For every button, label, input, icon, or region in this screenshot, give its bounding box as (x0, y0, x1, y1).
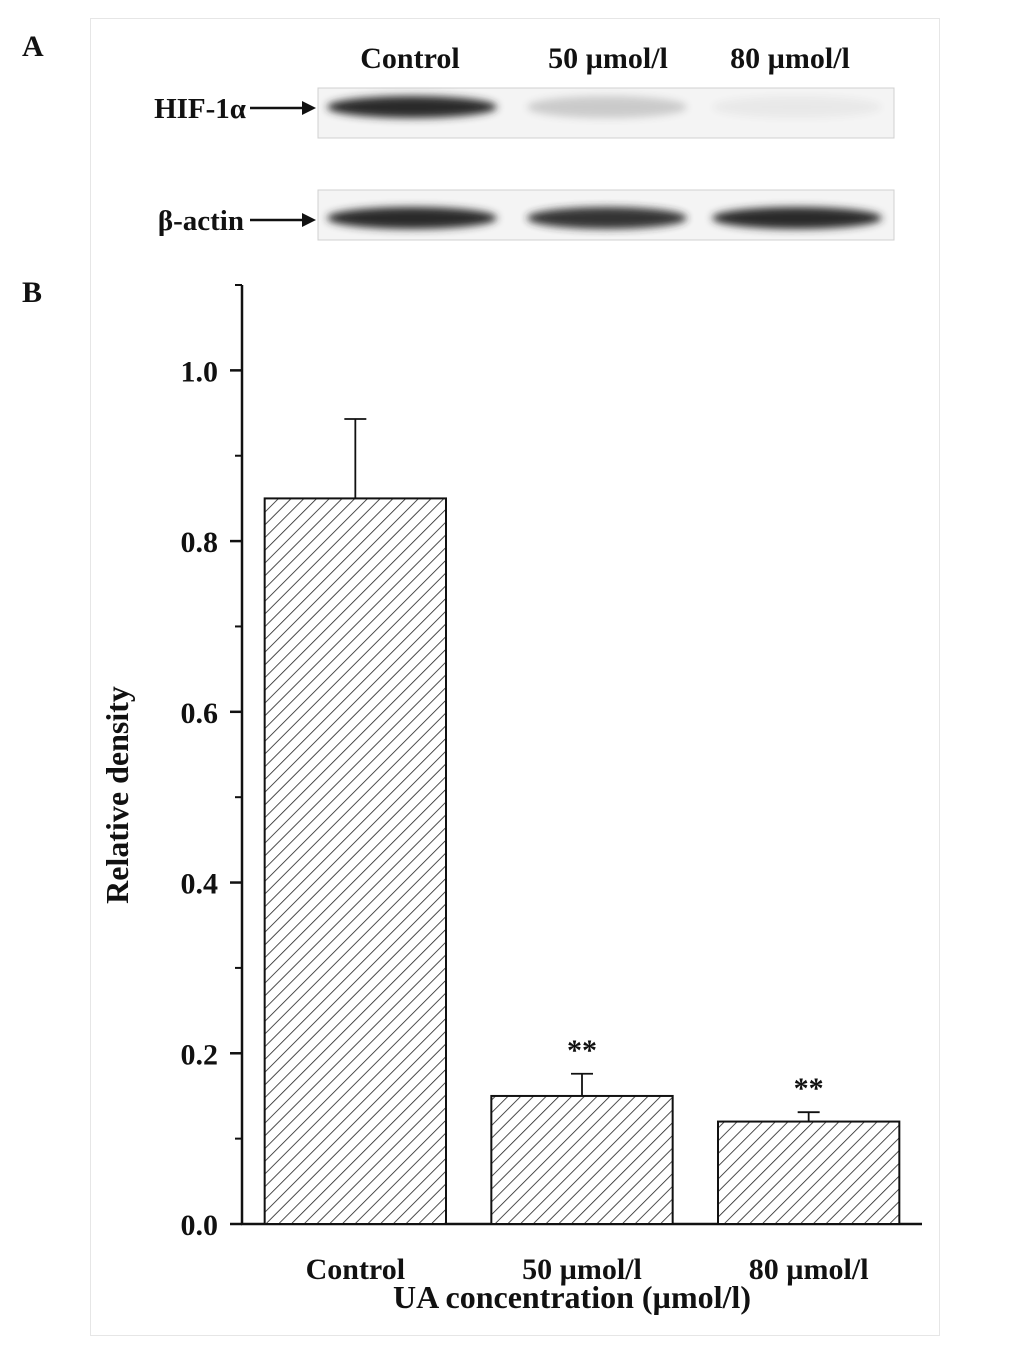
y-tick-label: 0.6 (181, 697, 219, 730)
lane-label-50: 50 µmol/l (548, 42, 668, 75)
bars: ** ** (263, 418, 901, 1226)
x-tick-label: 80 µmol/l (749, 1253, 869, 1286)
y-axis-title: Relative density (99, 686, 135, 904)
x-axis-title: UA concentration (µmol/l) (393, 1279, 751, 1315)
x-tick-label: 50 µmol/l (522, 1253, 642, 1286)
x-ticks: Control 50 µmol/l 80 µmol/l (306, 1253, 869, 1286)
y-tick-label: 0.8 (181, 526, 219, 559)
significance-mark: ** (567, 1034, 597, 1067)
actin-bands (327, 207, 882, 229)
bar (717, 1120, 901, 1225)
y-tick-label: 0.4 (181, 868, 219, 901)
y-tick-label: 0.2 (181, 1038, 219, 1071)
blot-band (327, 207, 497, 229)
blot-row-label-actin: β-actin (158, 205, 244, 237)
bar (263, 497, 447, 1225)
panel-a-label: A (22, 30, 44, 63)
blot-band (327, 96, 497, 118)
significance-mark: ** (794, 1072, 824, 1105)
lane-label-80: 80 µmol/l (730, 42, 850, 75)
panel-b-label: B (22, 276, 42, 309)
y-ticks: 0.0 0.2 0.4 0.6 0.8 1.0 (181, 284, 242, 1242)
blot-band (712, 96, 882, 118)
blot-band (712, 207, 882, 229)
blot-row-label-hif: HIF-1α (154, 93, 246, 125)
lane-label-control: Control (360, 42, 459, 75)
actin-arrow-head (302, 213, 316, 227)
bar (490, 1094, 674, 1226)
blot-band (527, 207, 687, 229)
hif-arrow-head (302, 101, 316, 115)
y-tick-label: 1.0 (181, 355, 219, 388)
x-tick-label: Control (306, 1253, 405, 1286)
figure-frame (90, 18, 940, 1336)
hif-bands (327, 96, 882, 118)
bar-chart: 0.0 0.2 0.4 0.6 0.8 1.0 ** ** Control 50 µmol/l… (99, 284, 922, 1315)
blot-band (527, 96, 687, 118)
y-tick-label: 0.0 (181, 1209, 219, 1242)
